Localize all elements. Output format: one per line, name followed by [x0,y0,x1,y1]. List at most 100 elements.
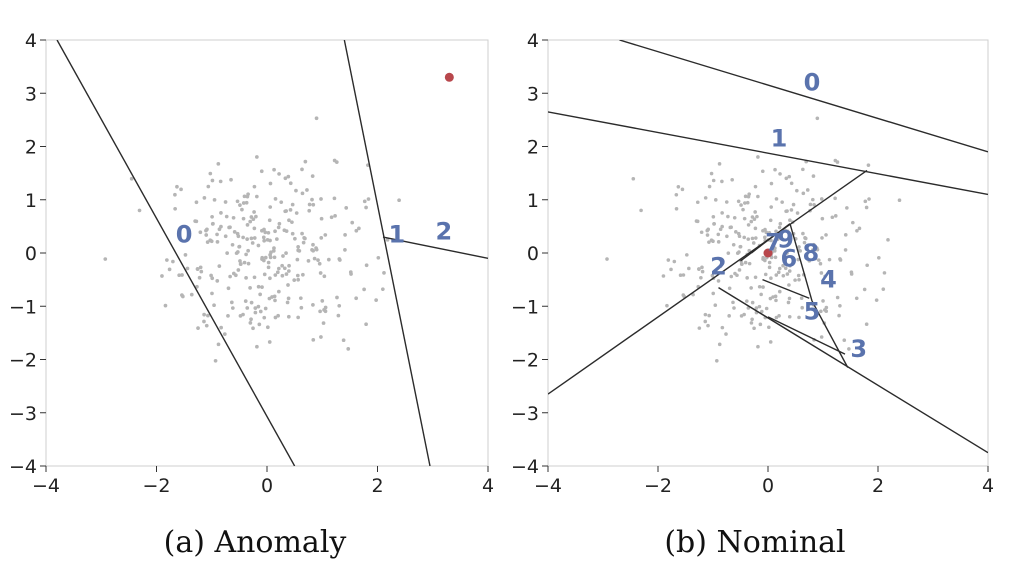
x-tick-label: 0 [261,475,273,497]
data-point [212,303,216,308]
data-point [219,224,223,229]
data-point [803,236,808,241]
data-point [865,263,869,268]
data-point [263,306,268,311]
data-point [235,199,240,204]
data-point [717,342,722,347]
data-point [745,200,750,205]
data-point [235,250,240,254]
data-point [842,338,847,343]
data-point [711,291,716,296]
cut-line [767,316,846,355]
cut-line [789,223,813,302]
data-point [797,315,801,320]
data-point [777,266,782,271]
data-point [881,287,886,291]
data-point [230,242,235,247]
data-point [838,257,842,261]
data-point [276,313,280,318]
data-point [254,194,259,199]
data-point [310,174,315,178]
y-tick-label: 2 [527,137,539,159]
data-point [296,315,300,320]
data-point [275,270,280,275]
data-point [764,230,769,235]
data-point [224,214,229,219]
data-point [867,197,871,201]
data-point [605,257,609,261]
data-point [753,210,757,214]
data-point [815,247,820,252]
data-point [699,275,703,280]
data-point [223,200,228,204]
data-point [773,255,778,260]
data-point [811,197,815,202]
data-point [204,228,208,233]
data-point [198,265,203,270]
data-point [311,242,315,247]
data-point [290,231,295,236]
data-point [232,230,237,234]
data-point [306,259,311,263]
cut-lines [548,40,988,454]
data-point [882,271,887,275]
data-point [215,279,220,283]
data-point [272,167,276,172]
data-point [735,273,739,278]
data-point [310,197,314,202]
x-tick-label: 2 [872,475,884,497]
data-point [329,215,334,220]
data-point [266,265,271,270]
data-point [240,207,244,212]
data-point [285,300,290,305]
region-label: 6 [781,244,798,272]
data-point [256,304,261,309]
data-point [727,314,731,318]
data-point [288,181,293,186]
data-point [857,226,862,231]
data-point [256,284,261,289]
data-point [374,298,378,302]
data-point [273,197,278,201]
data-point [750,300,755,305]
data-point [787,174,792,179]
panel-anomaly: −4 −2 0 2 4 4 3 2 1 0 −1 −2 −3 −4 0 1 2 [9,30,494,497]
data-point [886,238,890,242]
data-point [385,237,390,242]
data-point [720,325,725,330]
data-point [341,338,346,343]
data-point [160,274,164,278]
data-point [357,226,361,231]
data-point [261,235,266,240]
data-point [295,257,300,262]
data-point [216,161,221,166]
data-point [314,116,319,121]
data-point [750,317,754,322]
data-point [674,192,679,197]
data-point [248,286,252,290]
data-point [811,242,816,247]
data-point [225,251,229,255]
data-point [273,273,278,277]
x-tick-label: −4 [534,475,562,497]
data-point [332,196,337,201]
data-point [277,172,281,176]
point-cloud [103,116,401,363]
data-point [743,201,747,205]
data-point [819,271,824,275]
data-point [795,188,799,193]
data-point [212,197,217,202]
data-point [801,191,806,196]
data-point [736,199,741,204]
data-point [761,285,765,289]
data-point [716,279,721,283]
data-point [666,258,671,262]
data-point [252,236,257,240]
data-point [776,237,780,241]
data-point [248,321,253,325]
data-point [252,210,256,214]
data-point [260,285,264,289]
region-label: 9 [777,226,794,254]
data-point [845,206,849,210]
data-point [343,233,347,237]
